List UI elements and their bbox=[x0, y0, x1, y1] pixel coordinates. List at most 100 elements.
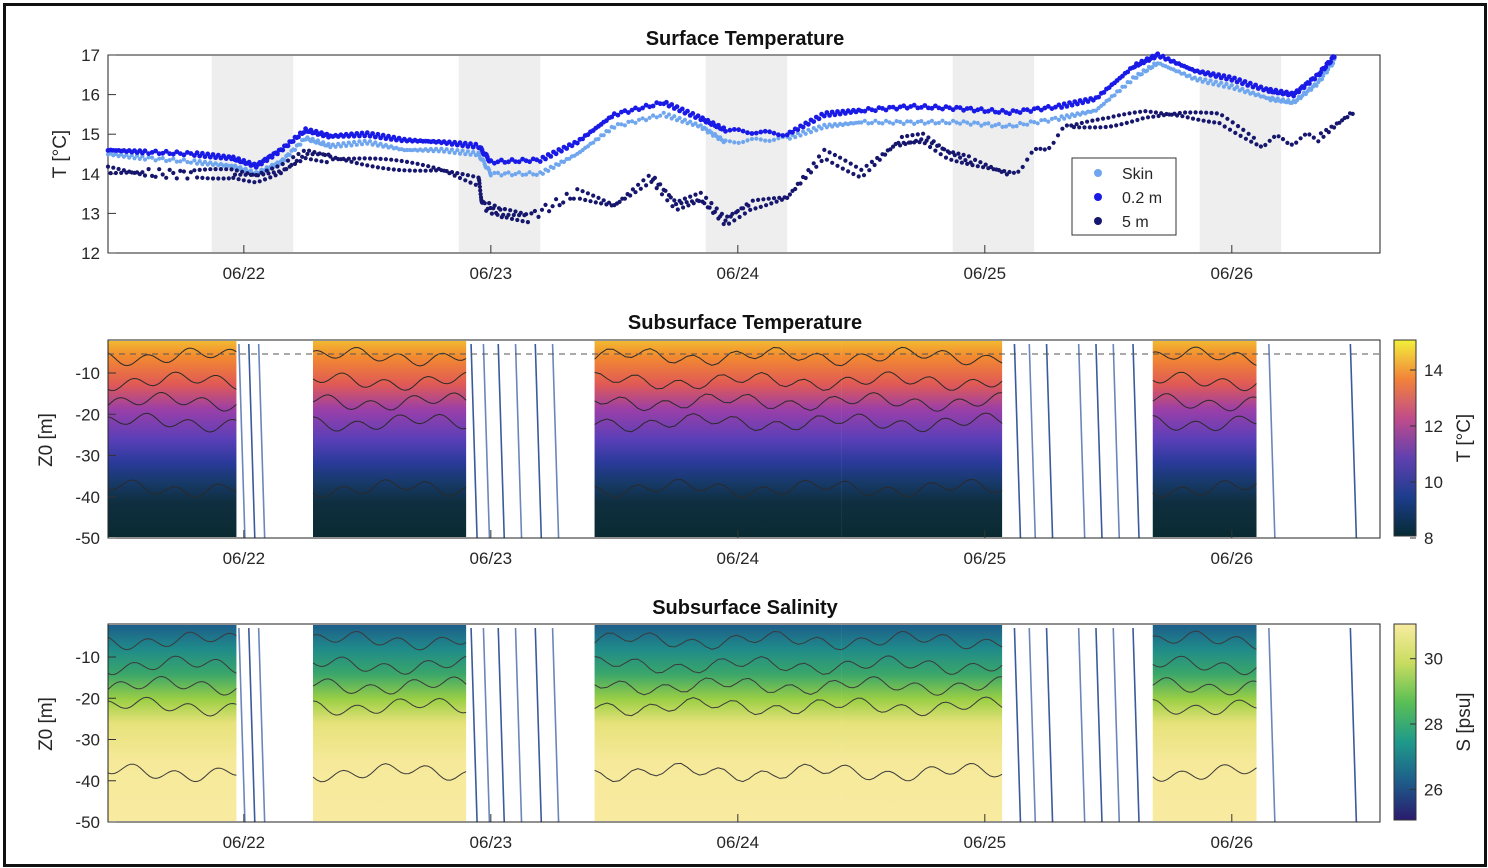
data-point bbox=[949, 157, 954, 162]
data-point bbox=[898, 143, 903, 148]
data-point bbox=[1300, 93, 1305, 98]
data-point bbox=[1067, 115, 1072, 120]
data-point bbox=[232, 172, 238, 177]
data-point bbox=[899, 134, 905, 140]
data-point bbox=[1134, 75, 1139, 80]
data-point bbox=[557, 203, 562, 208]
data-point bbox=[502, 160, 508, 165]
data-point bbox=[252, 180, 257, 185]
data-point bbox=[859, 120, 864, 125]
contour-line bbox=[107, 675, 237, 696]
data-point bbox=[964, 106, 970, 111]
data-point bbox=[266, 171, 271, 176]
y-axis-label-subsal: Z0 [m] bbox=[36, 697, 57, 751]
colorbar-tick-label: 26 bbox=[1424, 780, 1443, 799]
data-point bbox=[365, 141, 370, 146]
data-point bbox=[654, 115, 659, 120]
data-point bbox=[808, 170, 814, 175]
data-point bbox=[1229, 83, 1234, 88]
data-point bbox=[867, 168, 872, 173]
data-point bbox=[1021, 107, 1026, 113]
data-point bbox=[1237, 77, 1243, 83]
data-point bbox=[1143, 109, 1148, 114]
contour-line bbox=[594, 655, 842, 675]
data-point bbox=[723, 218, 728, 223]
data-point bbox=[434, 146, 439, 151]
data-point bbox=[1319, 77, 1325, 82]
data-point bbox=[838, 155, 843, 160]
colorbar-tick-label: 8 bbox=[1424, 529, 1433, 548]
data-point bbox=[1225, 116, 1230, 121]
data-point bbox=[513, 209, 518, 214]
data-point bbox=[509, 216, 515, 221]
data-point bbox=[644, 183, 649, 188]
data-point bbox=[658, 113, 663, 118]
data-point bbox=[569, 143, 575, 149]
data-point bbox=[1101, 90, 1107, 95]
data-point bbox=[814, 164, 819, 169]
data-point bbox=[596, 195, 601, 200]
data-point bbox=[1250, 90, 1256, 95]
data-point bbox=[622, 123, 628, 128]
data-point bbox=[1241, 127, 1246, 132]
x-tick-label: 06/23 bbox=[470, 264, 513, 283]
data-point bbox=[457, 151, 463, 156]
data-point bbox=[362, 133, 368, 139]
data-point bbox=[929, 105, 935, 111]
contour-line bbox=[841, 478, 1003, 498]
field-segment bbox=[841, 625, 1003, 821]
data-point bbox=[1150, 65, 1155, 70]
data-point bbox=[328, 154, 333, 159]
contour-line bbox=[841, 412, 1003, 433]
data-point bbox=[1016, 169, 1021, 174]
data-point bbox=[905, 119, 910, 124]
data-point bbox=[638, 186, 643, 191]
data-point bbox=[346, 156, 351, 161]
data-point bbox=[661, 110, 666, 115]
data-point bbox=[1332, 125, 1337, 130]
data-point bbox=[926, 135, 931, 140]
x-ticks-subsal: 06/22 06/23 06/24 06/25 06/26 bbox=[223, 814, 1253, 852]
data-point bbox=[732, 140, 737, 145]
data-point bbox=[280, 161, 285, 167]
data-point bbox=[702, 201, 707, 206]
data-point bbox=[357, 156, 362, 161]
data-point bbox=[539, 207, 545, 212]
legend-label-5m: 5 m bbox=[1122, 214, 1149, 231]
data-point bbox=[1010, 124, 1016, 129]
data-point bbox=[731, 126, 737, 132]
contour-line bbox=[594, 630, 842, 651]
data-point bbox=[488, 173, 493, 178]
data-point bbox=[367, 156, 373, 161]
data-point bbox=[677, 115, 682, 121]
data-point bbox=[208, 167, 213, 172]
data-point bbox=[482, 201, 487, 206]
profile-streak bbox=[470, 343, 478, 539]
data-point bbox=[1318, 131, 1323, 136]
contour-line bbox=[1152, 480, 1257, 498]
data-point bbox=[1045, 104, 1051, 109]
data-point bbox=[606, 200, 612, 205]
data-point bbox=[891, 144, 896, 149]
axes-box-subsal bbox=[107, 623, 1381, 823]
surface-points bbox=[105, 51, 1355, 227]
data-point bbox=[698, 123, 703, 128]
data-point bbox=[798, 133, 803, 138]
y-ticks-subsal: -10 -20 -30 -40 -50 bbox=[75, 648, 116, 832]
data-point bbox=[785, 195, 790, 200]
data-point bbox=[1180, 114, 1185, 119]
field-segment bbox=[313, 341, 467, 537]
data-point bbox=[477, 181, 482, 186]
data-point bbox=[1198, 110, 1203, 115]
data-point bbox=[431, 165, 436, 170]
contour-line bbox=[841, 762, 1003, 782]
data-point bbox=[164, 158, 169, 164]
data-point bbox=[862, 108, 868, 114]
data-point bbox=[1103, 124, 1108, 130]
data-point bbox=[508, 208, 513, 213]
data-point bbox=[498, 207, 503, 212]
contour-line bbox=[1152, 346, 1257, 366]
data-point bbox=[848, 161, 853, 166]
data-point bbox=[872, 162, 877, 168]
data-point bbox=[346, 140, 351, 145]
